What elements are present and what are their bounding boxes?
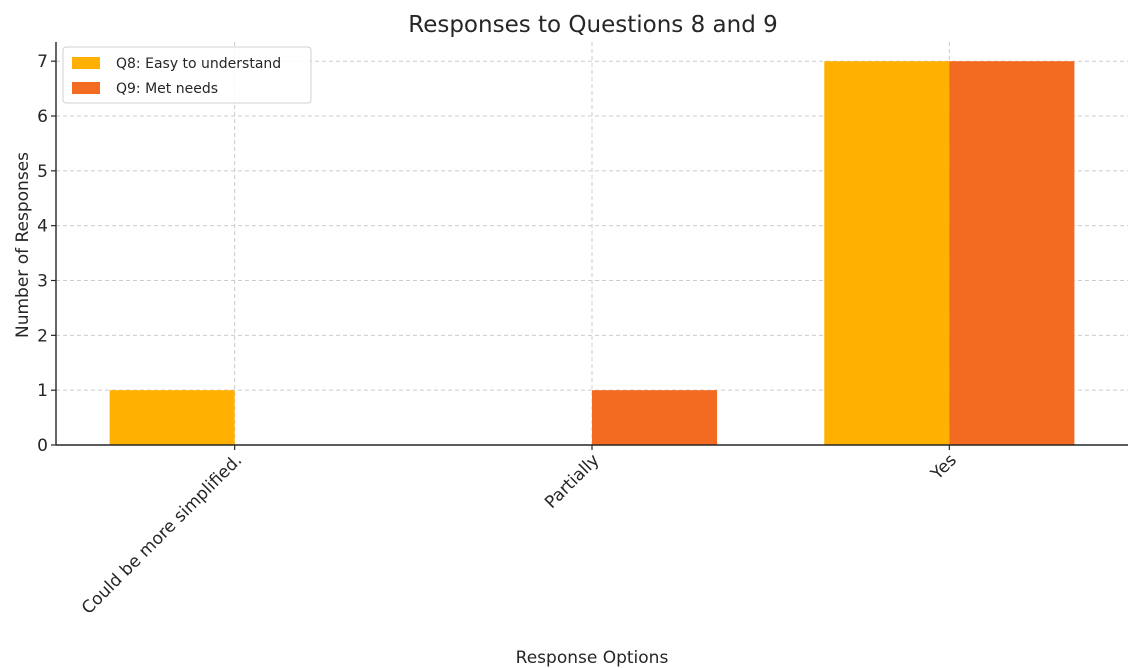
y-tick-label: 5 [37,162,48,182]
y-tick-label: 7 [37,52,48,72]
bar-q9-1 [592,390,718,445]
x-ticks: Could be more simplified. Partially Yes [78,445,961,619]
legend-box [62,46,312,104]
legend: Q8: Easy to understand Q9: Met needs [62,46,312,104]
y-tick-label: 2 [37,326,48,346]
bar-q9-2 [949,61,1075,445]
x-axis-label: Response Options [516,648,669,668]
legend-label: Q8: Easy to understand [116,56,281,72]
chart-title: Responses to Questions 8 and 9 [408,12,777,38]
legend-label: Q9: Met needs [116,81,218,97]
y-tick-label: 1 [37,381,48,401]
x-tick-label: Yes [927,450,961,484]
y-axis-label: Number of Responses [13,152,33,338]
bars [109,61,1075,445]
x-tick-label: Could be more simplified. [78,450,246,618]
bar-q8-0 [109,390,235,445]
y-tick-label: 6 [37,107,48,127]
y-ticks: 0 1 2 3 4 5 6 7 [37,52,56,456]
y-tick-label: 0 [37,436,48,456]
y-tick-label: 4 [37,217,48,237]
x-tick-label: Partially [541,450,603,512]
y-tick-label: 3 [37,272,48,292]
legend-swatch [72,57,100,69]
legend-swatch [72,82,100,94]
bar-q8-2 [824,61,950,445]
